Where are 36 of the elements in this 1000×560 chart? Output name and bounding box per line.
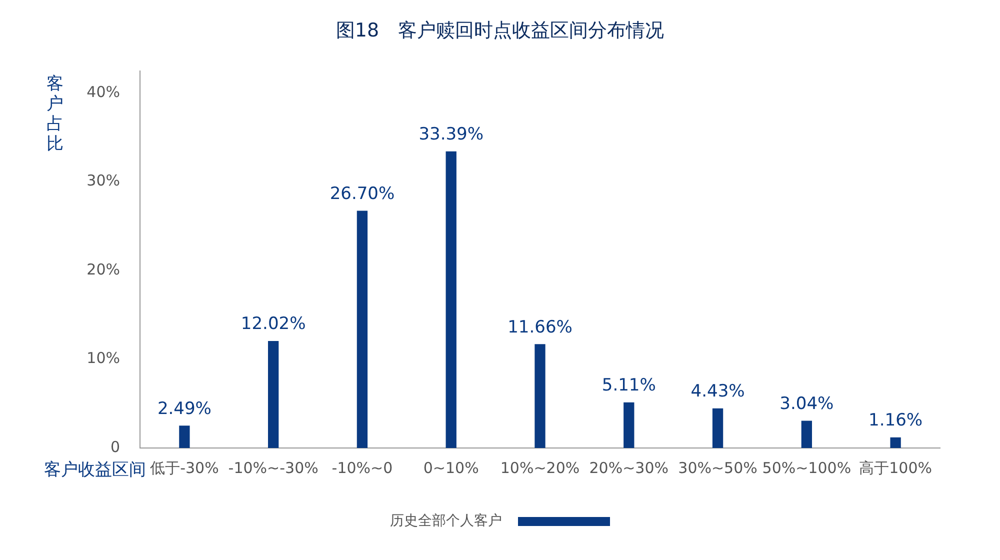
data-label: 2.49% — [157, 398, 212, 419]
x-tick-label: 20%~30% — [589, 458, 669, 477]
x-tick-label: -10%~-30% — [228, 458, 318, 477]
y-tick-label: 30% — [86, 172, 120, 190]
x-axis-title: 客户收益区间 — [44, 460, 146, 480]
data-label: 5.11% — [602, 376, 656, 396]
bar — [356, 210, 368, 448]
data-label: 33.39% — [418, 124, 484, 145]
bar — [268, 340, 279, 448]
data-label: 1.16% — [868, 410, 923, 431]
bar — [446, 151, 456, 448]
data-label: 4.43% — [690, 382, 745, 402]
y-axis-title: 客户占比 — [46, 74, 64, 154]
bar — [179, 426, 190, 448]
data-label: 3.04% — [780, 394, 834, 414]
data-label: 12.02% — [240, 314, 306, 334]
y-tick-label: 0 — [110, 438, 120, 456]
data-label: 26.70% — [330, 184, 395, 204]
bar — [890, 437, 901, 448]
bar — [624, 402, 634, 448]
x-tick-label: 30%~50% — [678, 458, 758, 477]
x-tick-label: 低于-30% — [150, 458, 219, 477]
x-tick-label: 高于100% — [859, 458, 932, 477]
x-tick-label: 10%~20% — [500, 458, 580, 477]
chart-title: 图18 客户赎回时点收益区间分布情况 — [336, 19, 664, 42]
bar — [712, 408, 724, 448]
y-tick-label: 20% — [86, 260, 120, 278]
bar — [534, 344, 546, 448]
text: 历史全部个人客户 — [390, 512, 502, 530]
data-label: 11.66% — [508, 317, 572, 338]
x-tick-label: -10%~0 — [332, 458, 393, 477]
x-tick-label: 50%~100% — [762, 458, 852, 477]
y-tick-label: 10% — [86, 349, 120, 368]
x-tick-label: 0~10% — [423, 458, 479, 477]
bar — [801, 420, 812, 448]
y-tick-label: 40% — [86, 82, 120, 101]
